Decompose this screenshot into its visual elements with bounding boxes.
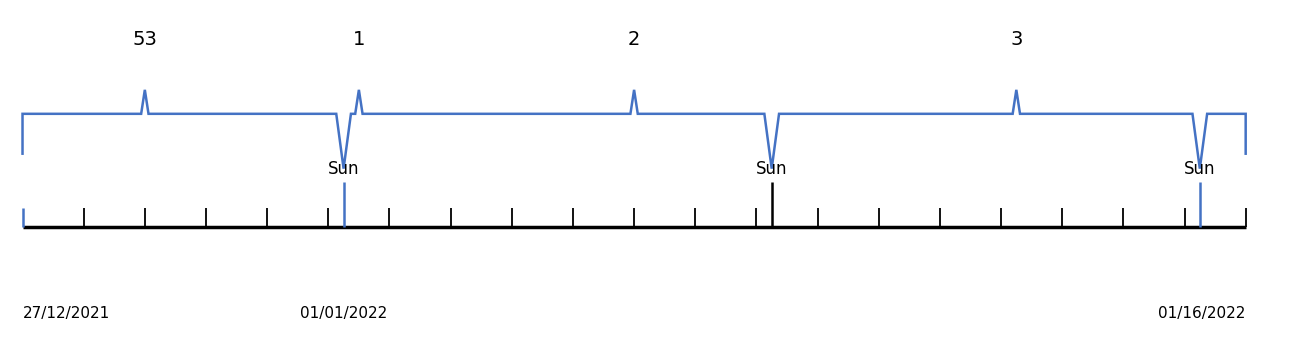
Text: 2: 2 — [628, 30, 640, 49]
Text: 53: 53 — [132, 30, 157, 49]
Text: Sun: Sun — [1184, 160, 1215, 178]
Text: 3: 3 — [1011, 30, 1023, 49]
Text: Sun: Sun — [328, 160, 359, 178]
Text: 01/01/2022: 01/01/2022 — [300, 306, 387, 321]
Text: 1: 1 — [353, 30, 364, 49]
Text: 01/16/2022: 01/16/2022 — [1159, 306, 1245, 321]
Text: Sun: Sun — [756, 160, 788, 178]
Text: 27/12/2021: 27/12/2021 — [22, 306, 110, 321]
